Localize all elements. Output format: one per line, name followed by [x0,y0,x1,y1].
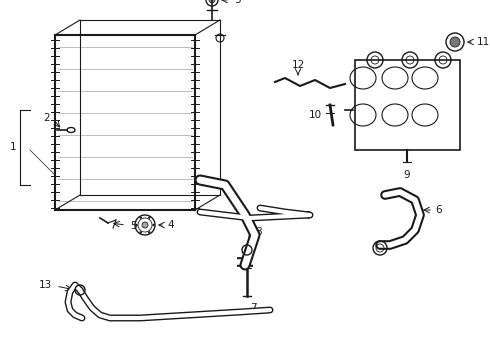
Circle shape [142,222,148,228]
Circle shape [450,37,460,47]
Circle shape [209,0,215,3]
Bar [355,60,460,150]
Text: 1: 1 [9,142,16,152]
Text: 13: 13 [39,280,52,290]
Text: 3: 3 [234,0,241,5]
Text: 4: 4 [167,220,173,230]
Text: 7: 7 [250,303,257,313]
Text: 11: 11 [477,37,490,47]
Text: 2: 2 [44,113,50,123]
Text: 8: 8 [255,227,262,237]
Circle shape [152,224,155,226]
Text: 5: 5 [130,221,137,231]
Text: 12: 12 [292,60,305,70]
Text: 9: 9 [404,170,410,180]
Text: 6: 6 [435,205,441,215]
Circle shape [148,216,150,219]
Text: 10: 10 [309,110,322,120]
Circle shape [140,231,142,234]
Circle shape [140,216,142,219]
Circle shape [135,224,138,226]
Circle shape [148,231,150,234]
